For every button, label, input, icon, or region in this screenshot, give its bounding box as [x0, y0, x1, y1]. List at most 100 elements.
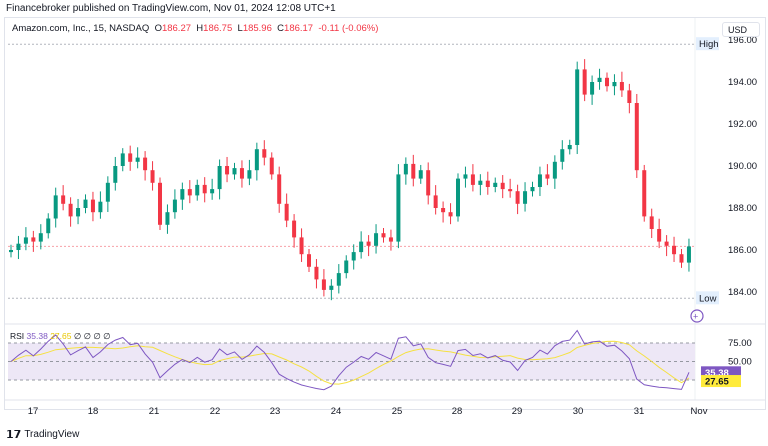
- candle-body: [634, 103, 639, 171]
- candle-body: [150, 170, 155, 183]
- candle-body: [23, 237, 28, 244]
- footer-brand-text: TradingView: [24, 429, 80, 440]
- change-value: -0.11 (-0.06%): [318, 23, 379, 34]
- rsi-ma-line: [10, 340, 690, 385]
- candle-body: [38, 233, 43, 242]
- high-label: High: [699, 39, 719, 50]
- candle-body: [135, 157, 140, 162]
- time-tick: 25: [392, 406, 403, 417]
- candle-body: [329, 285, 334, 290]
- candle-body: [195, 184, 200, 196]
- candle-body: [686, 246, 691, 263]
- low-label: Low: [699, 293, 717, 304]
- open-label: O: [154, 23, 162, 34]
- candle-body: [493, 182, 498, 187]
- candle-body: [180, 189, 185, 200]
- time-tick: 18: [88, 406, 99, 417]
- candle-body: [307, 254, 311, 267]
- tradingview-logo-icon: 𝟭𝟳: [6, 429, 22, 441]
- candle-body: [567, 145, 572, 150]
- price-tick: 196.00: [728, 35, 757, 46]
- candle-body: [277, 174, 282, 204]
- candle-body: [508, 189, 513, 192]
- candle-body: [269, 157, 274, 175]
- candle-body: [225, 166, 230, 175]
- candle-body: [143, 157, 148, 171]
- candle-body: [351, 252, 356, 261]
- chart-frame: [4, 17, 766, 410]
- candle-body: [31, 237, 36, 242]
- time-tick: 24: [331, 406, 342, 417]
- candle-body: [470, 174, 475, 185]
- candle-body: [649, 216, 654, 229]
- price-tick: 192.00: [728, 119, 757, 130]
- rsi-value: 35.38: [26, 331, 48, 341]
- symbol-legend: Amazon.com, Inc., 15, NASDAQ O186.27 H 18…: [12, 23, 378, 34]
- open-value: 186.27: [161, 23, 192, 34]
- candle-body: [61, 195, 66, 204]
- candle-body: [612, 82, 617, 87]
- candle-body: [262, 149, 267, 158]
- candle-body: [202, 184, 207, 194]
- candle-body: [523, 191, 528, 204]
- candle-body: [232, 168, 237, 175]
- candle-body: [158, 182, 162, 225]
- time-tick: 30: [573, 406, 584, 417]
- close-label: C: [277, 23, 285, 34]
- candle-body: [575, 69, 580, 145]
- candle-body: [463, 174, 468, 179]
- add-indicator-icon[interactable]: [690, 309, 704, 323]
- candle-body: [53, 195, 58, 219]
- candle-body: [284, 203, 289, 221]
- rsi-tick: 50.00: [728, 357, 752, 368]
- candle-body: [426, 170, 431, 196]
- candle-body: [98, 201, 103, 213]
- candle-body: [165, 212, 170, 225]
- candle-body: [336, 273, 341, 286]
- low-label: L: [237, 23, 243, 34]
- candle-body: [113, 166, 118, 183]
- time-tick: 23: [270, 406, 281, 417]
- candle-body: [120, 153, 125, 166]
- candle-body: [657, 229, 662, 242]
- candle-body: [485, 180, 490, 187]
- candle-body: [441, 208, 446, 213]
- candle-body: [217, 166, 222, 190]
- candle-body: [590, 82, 595, 95]
- high-label: H: [196, 23, 204, 34]
- high-badge: [696, 37, 719, 51]
- time-tick: 22: [210, 406, 221, 417]
- candle-body: [456, 178, 460, 217]
- price-tick: 184.00: [728, 287, 757, 298]
- candle-body: [433, 195, 438, 208]
- candle-body: [321, 279, 326, 290]
- publisher-line: Financebroker published on TradingView.c…: [6, 3, 336, 14]
- candle-body: [500, 182, 505, 190]
- candle-body: [418, 170, 423, 179]
- candle-body: [314, 266, 319, 280]
- symbol-name: Amazon.com, Inc., 15, NASDAQ: [12, 23, 150, 34]
- candle-body: [187, 189, 192, 196]
- candle-body: [515, 191, 520, 204]
- candle-body: [254, 149, 259, 171]
- candle-body: [396, 174, 401, 242]
- footer-brand[interactable]: 𝟭𝟳 TradingView: [6, 428, 79, 441]
- candle-body: [597, 77, 602, 82]
- close-value: 186.17: [284, 23, 314, 34]
- currency-button[interactable]: USD: [722, 22, 760, 37]
- candle-body: [16, 243, 21, 250]
- candle-body: [605, 77, 609, 87]
- candle-body: [292, 220, 297, 238]
- candle-body: [299, 237, 304, 255]
- time-tick: 21: [149, 406, 160, 417]
- price-tick: 194.00: [728, 77, 757, 88]
- price-tick: 188.00: [728, 203, 757, 214]
- rsi-ma-badge-text: 27.65: [705, 377, 729, 388]
- low-value: 185.96: [242, 23, 272, 34]
- time-tick: 29: [512, 406, 523, 417]
- time-tick: 17: [28, 406, 39, 417]
- candle-body: [46, 218, 51, 234]
- candle-body: [344, 260, 349, 274]
- low-badge: [696, 291, 719, 305]
